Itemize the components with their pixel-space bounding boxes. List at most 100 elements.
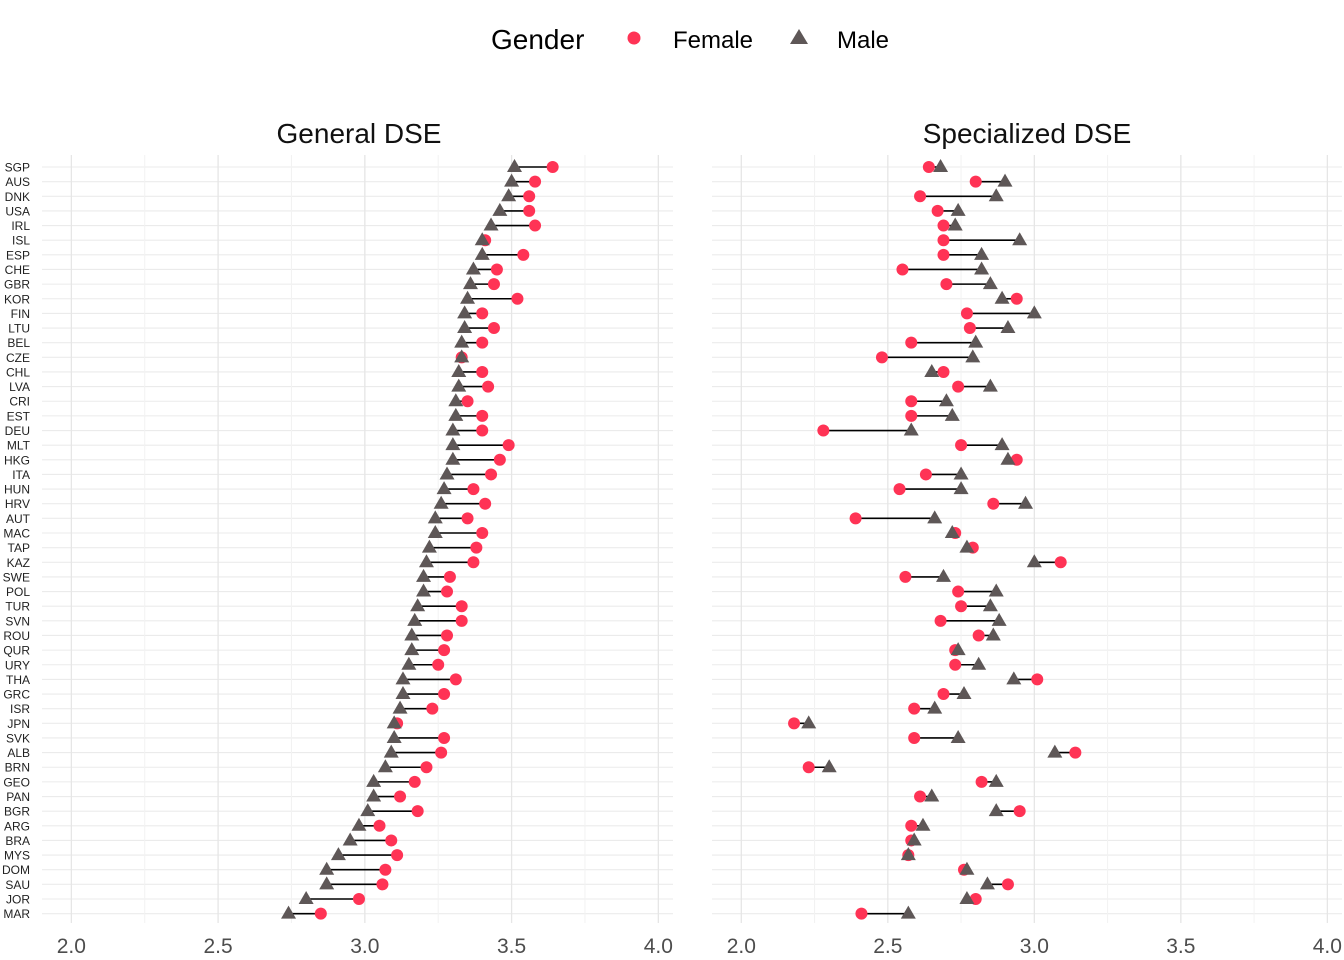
female-point bbox=[391, 849, 404, 862]
female-point bbox=[1054, 556, 1067, 569]
male-point bbox=[935, 568, 951, 582]
female-point bbox=[426, 702, 439, 715]
country-label: URY bbox=[5, 658, 30, 672]
female-point bbox=[1069, 746, 1082, 759]
male-point bbox=[377, 759, 393, 773]
female-point bbox=[905, 336, 918, 349]
male-point bbox=[950, 642, 966, 656]
female-point bbox=[476, 365, 489, 378]
legend-male-label: Male bbox=[837, 27, 889, 54]
female-point bbox=[467, 483, 480, 496]
country-label: ARG bbox=[4, 819, 30, 833]
country-label: EST bbox=[7, 409, 31, 423]
female-point bbox=[487, 322, 500, 335]
male-point bbox=[433, 495, 449, 509]
male-point bbox=[965, 349, 981, 363]
female-point bbox=[817, 424, 830, 437]
country-label: TUR bbox=[5, 600, 30, 614]
female-point bbox=[467, 556, 480, 569]
male-point bbox=[298, 891, 314, 904]
female-point bbox=[896, 263, 909, 276]
male-point bbox=[1018, 495, 1034, 509]
male-point bbox=[1012, 232, 1028, 246]
male-point bbox=[451, 363, 467, 377]
country-label: BEL bbox=[7, 336, 30, 350]
male-point bbox=[959, 539, 975, 553]
country-label: HKG bbox=[4, 453, 30, 467]
male-point bbox=[974, 246, 990, 260]
country-label: KAZ bbox=[7, 556, 30, 570]
female-point bbox=[937, 234, 950, 247]
country-label: CHL bbox=[6, 365, 30, 379]
country-label: MAC bbox=[3, 527, 30, 541]
country-label: BRN bbox=[5, 761, 30, 775]
female-point bbox=[523, 190, 536, 203]
female-point bbox=[523, 204, 536, 217]
country-label: SVN bbox=[5, 614, 30, 628]
male-point bbox=[956, 686, 972, 700]
country-label: CHE bbox=[5, 263, 30, 277]
male-point bbox=[410, 598, 426, 612]
female-point bbox=[987, 497, 1000, 510]
male-point bbox=[947, 217, 963, 231]
female-point bbox=[908, 731, 921, 744]
panel-general-dse: 2.0 2.5 3.0 3.5 4.0 bbox=[42, 155, 673, 958]
female-point bbox=[476, 527, 489, 539]
male-point bbox=[427, 525, 443, 538]
female-point bbox=[802, 761, 815, 774]
female-point bbox=[908, 702, 921, 715]
male-point bbox=[454, 349, 470, 363]
female-point bbox=[975, 775, 988, 788]
female-point bbox=[905, 395, 918, 408]
country-label: CRI bbox=[9, 395, 30, 409]
female-point bbox=[493, 453, 506, 466]
female-point bbox=[1031, 673, 1044, 686]
male-point bbox=[386, 715, 402, 729]
male-point bbox=[445, 451, 461, 465]
male-point bbox=[985, 627, 1001, 641]
country-label: MAR bbox=[3, 907, 30, 921]
female-point bbox=[385, 834, 398, 847]
country-label: SAU bbox=[5, 878, 30, 892]
panel-specialized-dse: 2.0 2.5 3.0 3.5 4.0 bbox=[712, 155, 1342, 958]
male-point bbox=[959, 891, 975, 904]
female-point bbox=[934, 614, 947, 627]
female-point bbox=[905, 819, 918, 832]
male-point bbox=[950, 729, 966, 743]
female-point bbox=[443, 570, 456, 583]
female-point bbox=[511, 292, 524, 305]
country-label: THA bbox=[6, 673, 30, 687]
female-point bbox=[408, 775, 421, 788]
female-point bbox=[376, 878, 389, 891]
male-point bbox=[474, 232, 490, 246]
male-point bbox=[903, 422, 919, 436]
male-point bbox=[801, 715, 817, 729]
male-point bbox=[1000, 451, 1016, 465]
male-point bbox=[342, 832, 358, 846]
female-point bbox=[449, 673, 462, 686]
x-tick-label: 2.0 bbox=[727, 935, 756, 958]
male-point bbox=[395, 671, 411, 685]
female-point bbox=[352, 893, 365, 905]
country-label: ESP bbox=[6, 248, 30, 262]
country-label: HUN bbox=[4, 483, 30, 497]
male-point bbox=[460, 290, 476, 304]
legend-female-marker bbox=[627, 31, 641, 45]
female-point bbox=[788, 717, 801, 730]
country-label: AUS bbox=[5, 175, 30, 189]
female-point bbox=[952, 585, 965, 598]
male-point bbox=[938, 393, 954, 407]
female-point bbox=[476, 336, 489, 349]
male-point bbox=[979, 876, 995, 890]
x-tick-label: 4.0 bbox=[1313, 935, 1342, 958]
male-point bbox=[330, 847, 346, 861]
male-point bbox=[1026, 554, 1042, 568]
country-label: PAN bbox=[6, 790, 30, 804]
x-tick-label: 2.0 bbox=[57, 935, 86, 958]
male-point bbox=[988, 773, 1004, 787]
female-point bbox=[438, 644, 451, 657]
male-point bbox=[1047, 744, 1063, 758]
female-point bbox=[937, 248, 950, 261]
male-point bbox=[448, 393, 464, 407]
